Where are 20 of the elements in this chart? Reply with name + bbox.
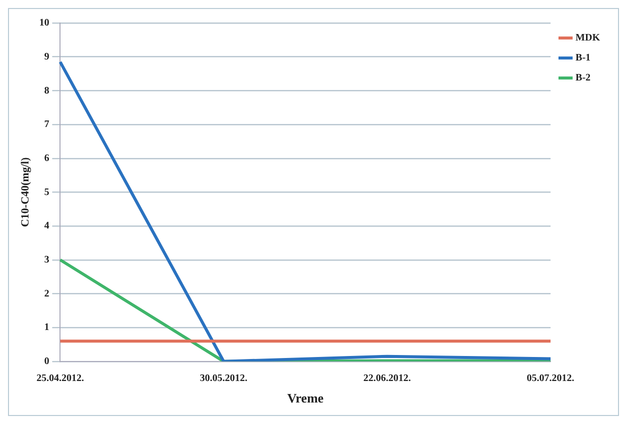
y-axis-title: C10-C40(mg/l) bbox=[19, 157, 32, 228]
y-tick-label: 10 bbox=[39, 18, 50, 29]
y-tick-label: 0 bbox=[44, 356, 50, 367]
y-tick-label: 6 bbox=[44, 152, 50, 164]
legend-label: B-1 bbox=[576, 52, 591, 64]
y-tick-label: 2 bbox=[44, 288, 50, 300]
x-tick-label: 05.07.2012. bbox=[526, 372, 575, 384]
y-tick-label: 9 bbox=[44, 51, 50, 62]
x-tick-label: 22.06.2012. bbox=[363, 372, 412, 384]
legend-label: B-2 bbox=[576, 72, 591, 84]
y-tick-label: 3 bbox=[44, 254, 50, 266]
x-tick-label: 30.05.2012. bbox=[200, 372, 248, 384]
y-tick-label: 1 bbox=[44, 322, 50, 334]
x-tick-label: 25.04.2012. bbox=[36, 372, 84, 384]
y-tick-label: 5 bbox=[44, 186, 50, 198]
legend-label: MDK bbox=[576, 32, 600, 44]
x-axis-title: Vreme bbox=[287, 390, 324, 406]
y-tick-label: 4 bbox=[44, 220, 50, 232]
y-tick-label: 8 bbox=[44, 85, 50, 96]
y-tick-label: 7 bbox=[44, 119, 50, 130]
